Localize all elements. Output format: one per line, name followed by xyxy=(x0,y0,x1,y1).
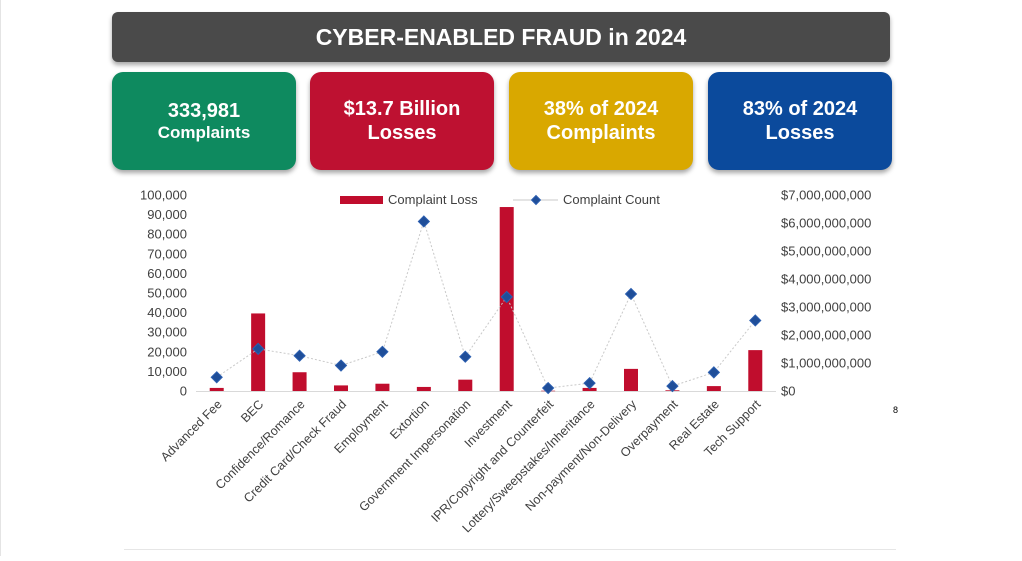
y-right-tick-label: $1,000,000,000 xyxy=(781,356,871,371)
count-marker xyxy=(749,314,762,327)
count-marker xyxy=(376,345,389,359)
stat-card-complaint-share: 38% of 2024 Complaints xyxy=(509,72,693,170)
count-marker xyxy=(624,287,638,301)
loss-bar xyxy=(706,386,721,391)
y-left-tick-label: 40,000 xyxy=(147,305,187,320)
y-left-tick-label: 30,000 xyxy=(147,325,187,340)
x-tick-label: BEC xyxy=(238,397,266,425)
y-left-tick-label: 10,000 xyxy=(147,364,187,379)
x-tick-label: Advanced Fee xyxy=(158,397,225,464)
stat-value: 38% of 2024 xyxy=(543,98,659,120)
y-right-tick-label: $4,000,000,000 xyxy=(781,272,871,287)
stat-value: 83% of 2024 xyxy=(742,98,858,120)
loss-bar xyxy=(375,383,390,391)
loss-bar xyxy=(416,386,431,391)
stat-card-complaints: 333,981 Complaints xyxy=(112,72,296,170)
slide-number: 8 xyxy=(893,405,899,415)
y-left-tick-label: 80,000 xyxy=(147,227,187,242)
count-marker xyxy=(500,290,513,304)
legend-label-loss: Complaint Loss xyxy=(388,192,478,207)
count-marker xyxy=(583,376,596,390)
legend-marker-count xyxy=(530,194,542,206)
y-left-tick-label: 60,000 xyxy=(147,266,187,281)
loss-bar xyxy=(582,387,597,391)
legend-label-count: Complaint Count xyxy=(563,192,660,207)
loss-bar xyxy=(292,372,307,391)
count-marker xyxy=(417,215,431,228)
y-right-tick-label: $0 xyxy=(781,384,795,399)
stat-value: $13.7 Billion xyxy=(343,98,461,120)
combo-chart: 0 10,000 20,000 30,000 40,000 50,000 60,000 70,… xyxy=(140,188,871,536)
stat-label: Complaints xyxy=(546,122,656,144)
loss-bar xyxy=(624,368,638,391)
count-marker xyxy=(459,350,472,363)
y-right-tick-label: $2,000,000,000 xyxy=(781,328,871,343)
count-marker xyxy=(541,381,555,395)
y-left-tick-label: 50,000 xyxy=(147,286,187,301)
y-left-tick-label: 70,000 xyxy=(147,246,187,261)
count-marker xyxy=(293,349,306,362)
loss-bar xyxy=(458,379,473,391)
count-marker xyxy=(251,342,265,356)
count-marker xyxy=(666,379,679,393)
left-border xyxy=(0,0,1,556)
y-left-tick-label: 20,000 xyxy=(147,344,187,359)
stat-card-losses: $13.7 Billion Losses xyxy=(310,72,494,170)
stat-value: 333,981 xyxy=(167,99,241,122)
count-marker xyxy=(334,359,348,372)
page-title: CYBER-ENABLED FRAUD in 2024 xyxy=(112,12,890,62)
count-marker xyxy=(210,371,223,384)
bottom-divider xyxy=(124,549,896,550)
y-left-tick-label: 100,000 xyxy=(140,188,187,203)
loss-bar xyxy=(748,350,763,391)
loss-bar xyxy=(334,385,348,391)
y-right-tick-label: $7,000,000,000 xyxy=(781,188,871,203)
stat-card-loss-share: 83% of 2024 Losses xyxy=(708,72,892,170)
y-right-tick-label: $3,000,000,000 xyxy=(781,300,871,315)
y-left-tick-label: 0 xyxy=(180,384,187,399)
y-left-tick-label: 90,000 xyxy=(147,207,187,222)
count-series-line xyxy=(216,219,756,389)
legend-swatch-loss xyxy=(340,196,383,204)
y-right-tick-label: $5,000,000,000 xyxy=(781,244,871,259)
loss-bar xyxy=(209,387,224,391)
chart-area: 0 10,000 20,000 30,000 40,000 50,000 60,000 70,… xyxy=(0,180,1022,556)
stat-label: Complaints xyxy=(157,122,251,142)
stat-label: Losses xyxy=(367,122,437,144)
y-right-tick-label: $6,000,000,000 xyxy=(781,216,871,231)
count-marker xyxy=(707,366,721,379)
stat-label: Losses xyxy=(765,122,835,144)
